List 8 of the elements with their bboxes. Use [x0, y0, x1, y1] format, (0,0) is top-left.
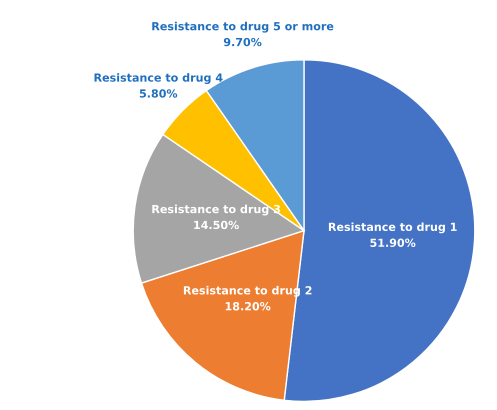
- slice-label: Resistance to drug 4: [94, 73, 223, 84]
- data-label: 14.50%: [194, 220, 239, 230]
- slice-label: Resistance to drug 1: [328, 222, 457, 234]
- data-label: 51.90%: [370, 238, 416, 247]
- data-label: 18.20%: [226, 302, 270, 310]
- slice-label: Resistance to drug 5 or more: [152, 22, 334, 33]
- data-label: 5.80%: [140, 89, 178, 98]
- data-label: 9.70%: [224, 38, 262, 46]
